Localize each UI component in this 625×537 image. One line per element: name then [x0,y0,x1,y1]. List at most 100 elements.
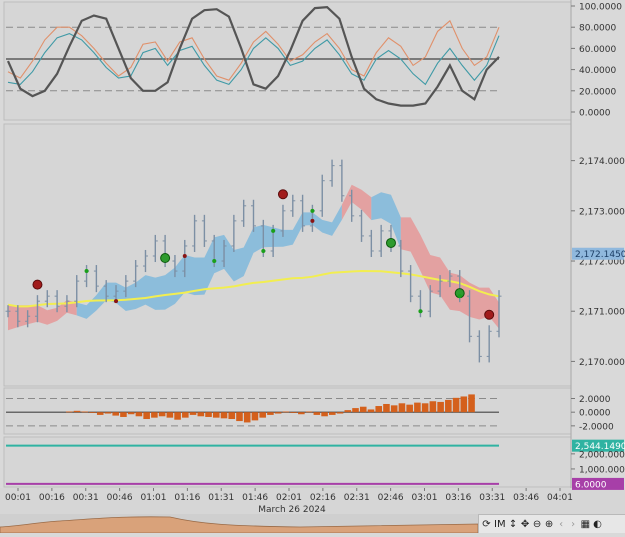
signal-dot [114,299,119,304]
histogram-bar [383,403,390,413]
histogram-bar [212,412,220,418]
indicator-value-label: 6.0000 [575,480,607,490]
time-tick-label: 01:46 [242,493,268,503]
indicator-value-tag [572,477,624,490]
ichimoku-cloud [371,192,401,250]
histogram-bar [398,403,406,413]
indicator-value-tag [572,439,624,452]
scroll-left-icon[interactable]: ‹ [559,518,564,530]
stoch-tick-label: 100.0000 [579,3,622,13]
buy-signal-marker [385,237,396,248]
overview-area [0,516,479,534]
time-tick-label: 01:31 [208,493,234,503]
stoch-series-line [6,5,500,107]
scroll-right-icon[interactable]: › [571,518,576,530]
time-tick-label: 03:01 [412,493,438,503]
stoch-tick-label: 60.0000 [579,45,616,55]
zoom-out-icon[interactable]: ⊖ [532,518,542,530]
time-tick-label: 02:46 [378,493,404,503]
histogram-bar [274,412,282,414]
time-tick-label: 00:31 [73,493,99,503]
histogram-bar [143,412,150,420]
histogram-bar [421,403,429,413]
signal-dot [84,269,89,274]
histogram-bar [251,412,259,421]
sell-signal-marker [484,309,495,320]
stoch-tick-label: 0.0000 [579,109,611,119]
buy-signal-marker [160,253,171,264]
sell-signal-marker [277,189,288,200]
histogram-bar [89,412,96,413]
signal-dot [457,294,462,299]
histogram-bar [174,412,181,420]
signal-dot [212,259,217,264]
price-tick-label: 2,173.0000 [579,207,625,217]
histogram-bar [305,411,313,413]
signal-dot [261,248,266,253]
histogram-bar [375,406,383,413]
histogram-bar [220,412,228,419]
histogram-bar [321,412,328,417]
histogram-bar [359,406,367,413]
histogram-bar [81,411,89,413]
ichimoku-cloud [341,184,372,221]
stoch-tick-label: 80.0000 [579,24,616,34]
histogram-bar [468,394,475,413]
histogram-bar [127,412,135,415]
grid-icon[interactable]: ▦ [580,518,591,530]
histogram-bar [267,412,274,415]
histogram-bar [259,412,266,418]
histogram-bar [282,411,290,413]
signal-dot [418,309,423,314]
histogram-bar [460,396,468,413]
histogram-bar [367,409,375,413]
stoch-series-line [7,19,500,81]
histogram-bar [205,412,212,417]
time-tick-label: 00:01 [5,493,31,503]
histogram-bar [298,412,305,415]
histogram-bar [429,401,437,413]
moving-average-line [7,269,500,308]
refresh-icon[interactable]: ⟳ [482,518,491,530]
histogram-bar [166,412,174,418]
indicator-tick-label: 2,000.0000 [579,450,625,460]
histogram-bar [189,412,197,415]
time-axis [0,488,625,514]
histogram-bar [452,397,460,413]
histogram-bar [112,412,119,416]
histogram-bar [66,411,73,413]
indicator-value-label: 2,544.1490 [575,442,625,452]
histogram-bar [313,412,321,415]
signal-dot [271,228,276,233]
histogram-bar [104,412,112,414]
histogram-bar [182,412,189,418]
vertical-scale-icon[interactable]: ↕ [508,518,518,530]
histogram-bar [445,399,452,413]
time-tick-label: 00:46 [107,493,133,503]
palette-icon[interactable]: ◐ [593,518,602,530]
histogram-bar [344,410,352,413]
histogram-bar [236,412,243,422]
time-tick-label: 02:16 [310,493,336,503]
zoom-in-icon[interactable]: ⊕ [544,518,554,530]
histogram-bar [96,412,104,415]
pan-icon[interactable]: ✥ [520,518,530,530]
price-tick-label: 2,171.0000 [579,308,625,318]
price-panel [3,123,572,387]
histogram-tick-label: -2.0000 [579,422,614,432]
stoch-tick-label: 20.0000 [579,87,616,97]
histogram-bar [120,412,127,417]
date-label: March 26 2024 [258,505,326,515]
price-tick-label: 2,170.0000 [579,358,625,368]
sell-signal-marker [32,279,43,290]
stoch-series-line [7,33,500,86]
im-button[interactable]: IM [494,518,506,530]
price-tick-label: 2,172.0000 [579,258,625,268]
last-price-label: 2,172.1450 [575,250,625,260]
histogram-bar [329,412,336,415]
histogram-bar [151,412,158,418]
histogram-bar [336,412,344,414]
time-tick-label: 03:16 [445,493,471,503]
